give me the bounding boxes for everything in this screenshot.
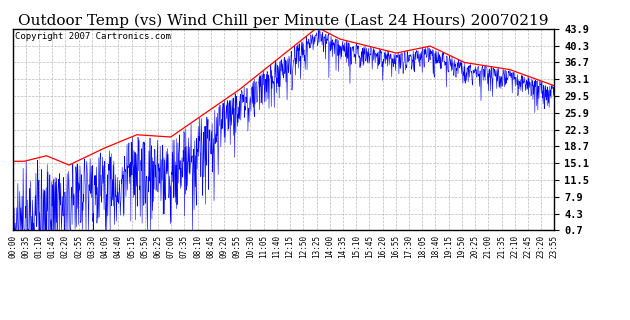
Text: Copyright 2007 Cartronics.com: Copyright 2007 Cartronics.com	[15, 32, 171, 41]
Title: Outdoor Temp (vs) Wind Chill per Minute (Last 24 Hours) 20070219: Outdoor Temp (vs) Wind Chill per Minute …	[18, 13, 549, 28]
